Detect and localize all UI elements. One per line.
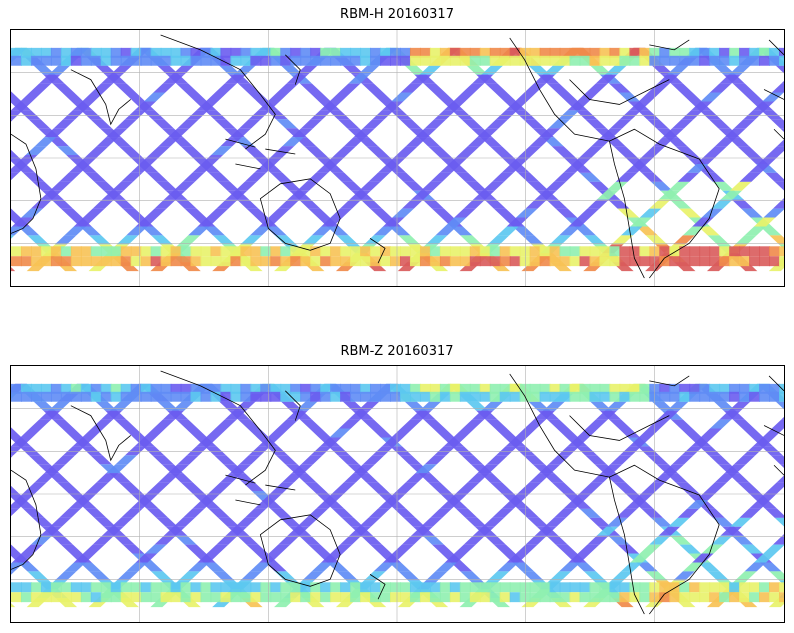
coastlines [11,370,784,615]
graticule [11,366,784,622]
map-canvas-rbm-z [11,366,784,622]
coastlines [11,34,784,279]
swath-layer [11,47,784,272]
map-panel-rbm-z [10,365,785,623]
map-panel-rbm-h [10,29,785,287]
graticule [11,30,784,286]
panel-title-rbm-h: RBM-H 20160317 [340,7,454,22]
map-canvas-rbm-h [11,30,784,286]
panel-title-rbm-z: RBM-Z 20160317 [340,344,454,359]
swath-layer [11,383,784,608]
